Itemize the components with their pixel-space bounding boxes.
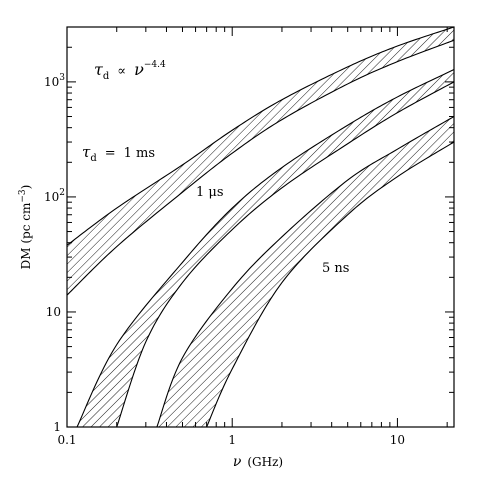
x-axis-label: ν (GHz) [233, 454, 283, 470]
band-0 [67, 27, 454, 296]
band-2 [156, 116, 454, 427]
bands-layer [67, 27, 454, 427]
ticks-layer [66, 26, 454, 428]
band-0-lower-edge [67, 39, 454, 296]
y-tick-label: 10 [46, 305, 61, 319]
band-1-upper-edge [76, 69, 454, 427]
band-0-upper-edge [67, 27, 454, 246]
band-2-fill [156, 116, 454, 427]
x-tick-label: 10 [390, 433, 405, 447]
band-label-5ns: 5 ns [322, 261, 349, 276]
band-label-1ms: τd = 1 ms [82, 143, 155, 164]
relation-annotation: τd ∝ ν−4.4 [94, 60, 166, 82]
band-1-fill [77, 69, 454, 427]
band-1 [76, 69, 454, 427]
x-tick-label: 0.1 [57, 433, 76, 447]
y-tick-label: 103 [44, 73, 65, 89]
band-2-lower-edge [206, 141, 454, 427]
y-axis-label: DM (pc cm−3) [18, 185, 33, 270]
band-2-upper-edge [156, 116, 454, 427]
x-tick-label: 1 [228, 433, 236, 447]
y-tick-label: 1 [53, 420, 61, 434]
band-0-fill [67, 27, 454, 296]
plot-frame [66, 26, 455, 428]
band-1-lower-edge [116, 81, 454, 427]
band-label-1us: 1 μs [196, 185, 224, 200]
y-tick-label: 102 [44, 188, 65, 204]
